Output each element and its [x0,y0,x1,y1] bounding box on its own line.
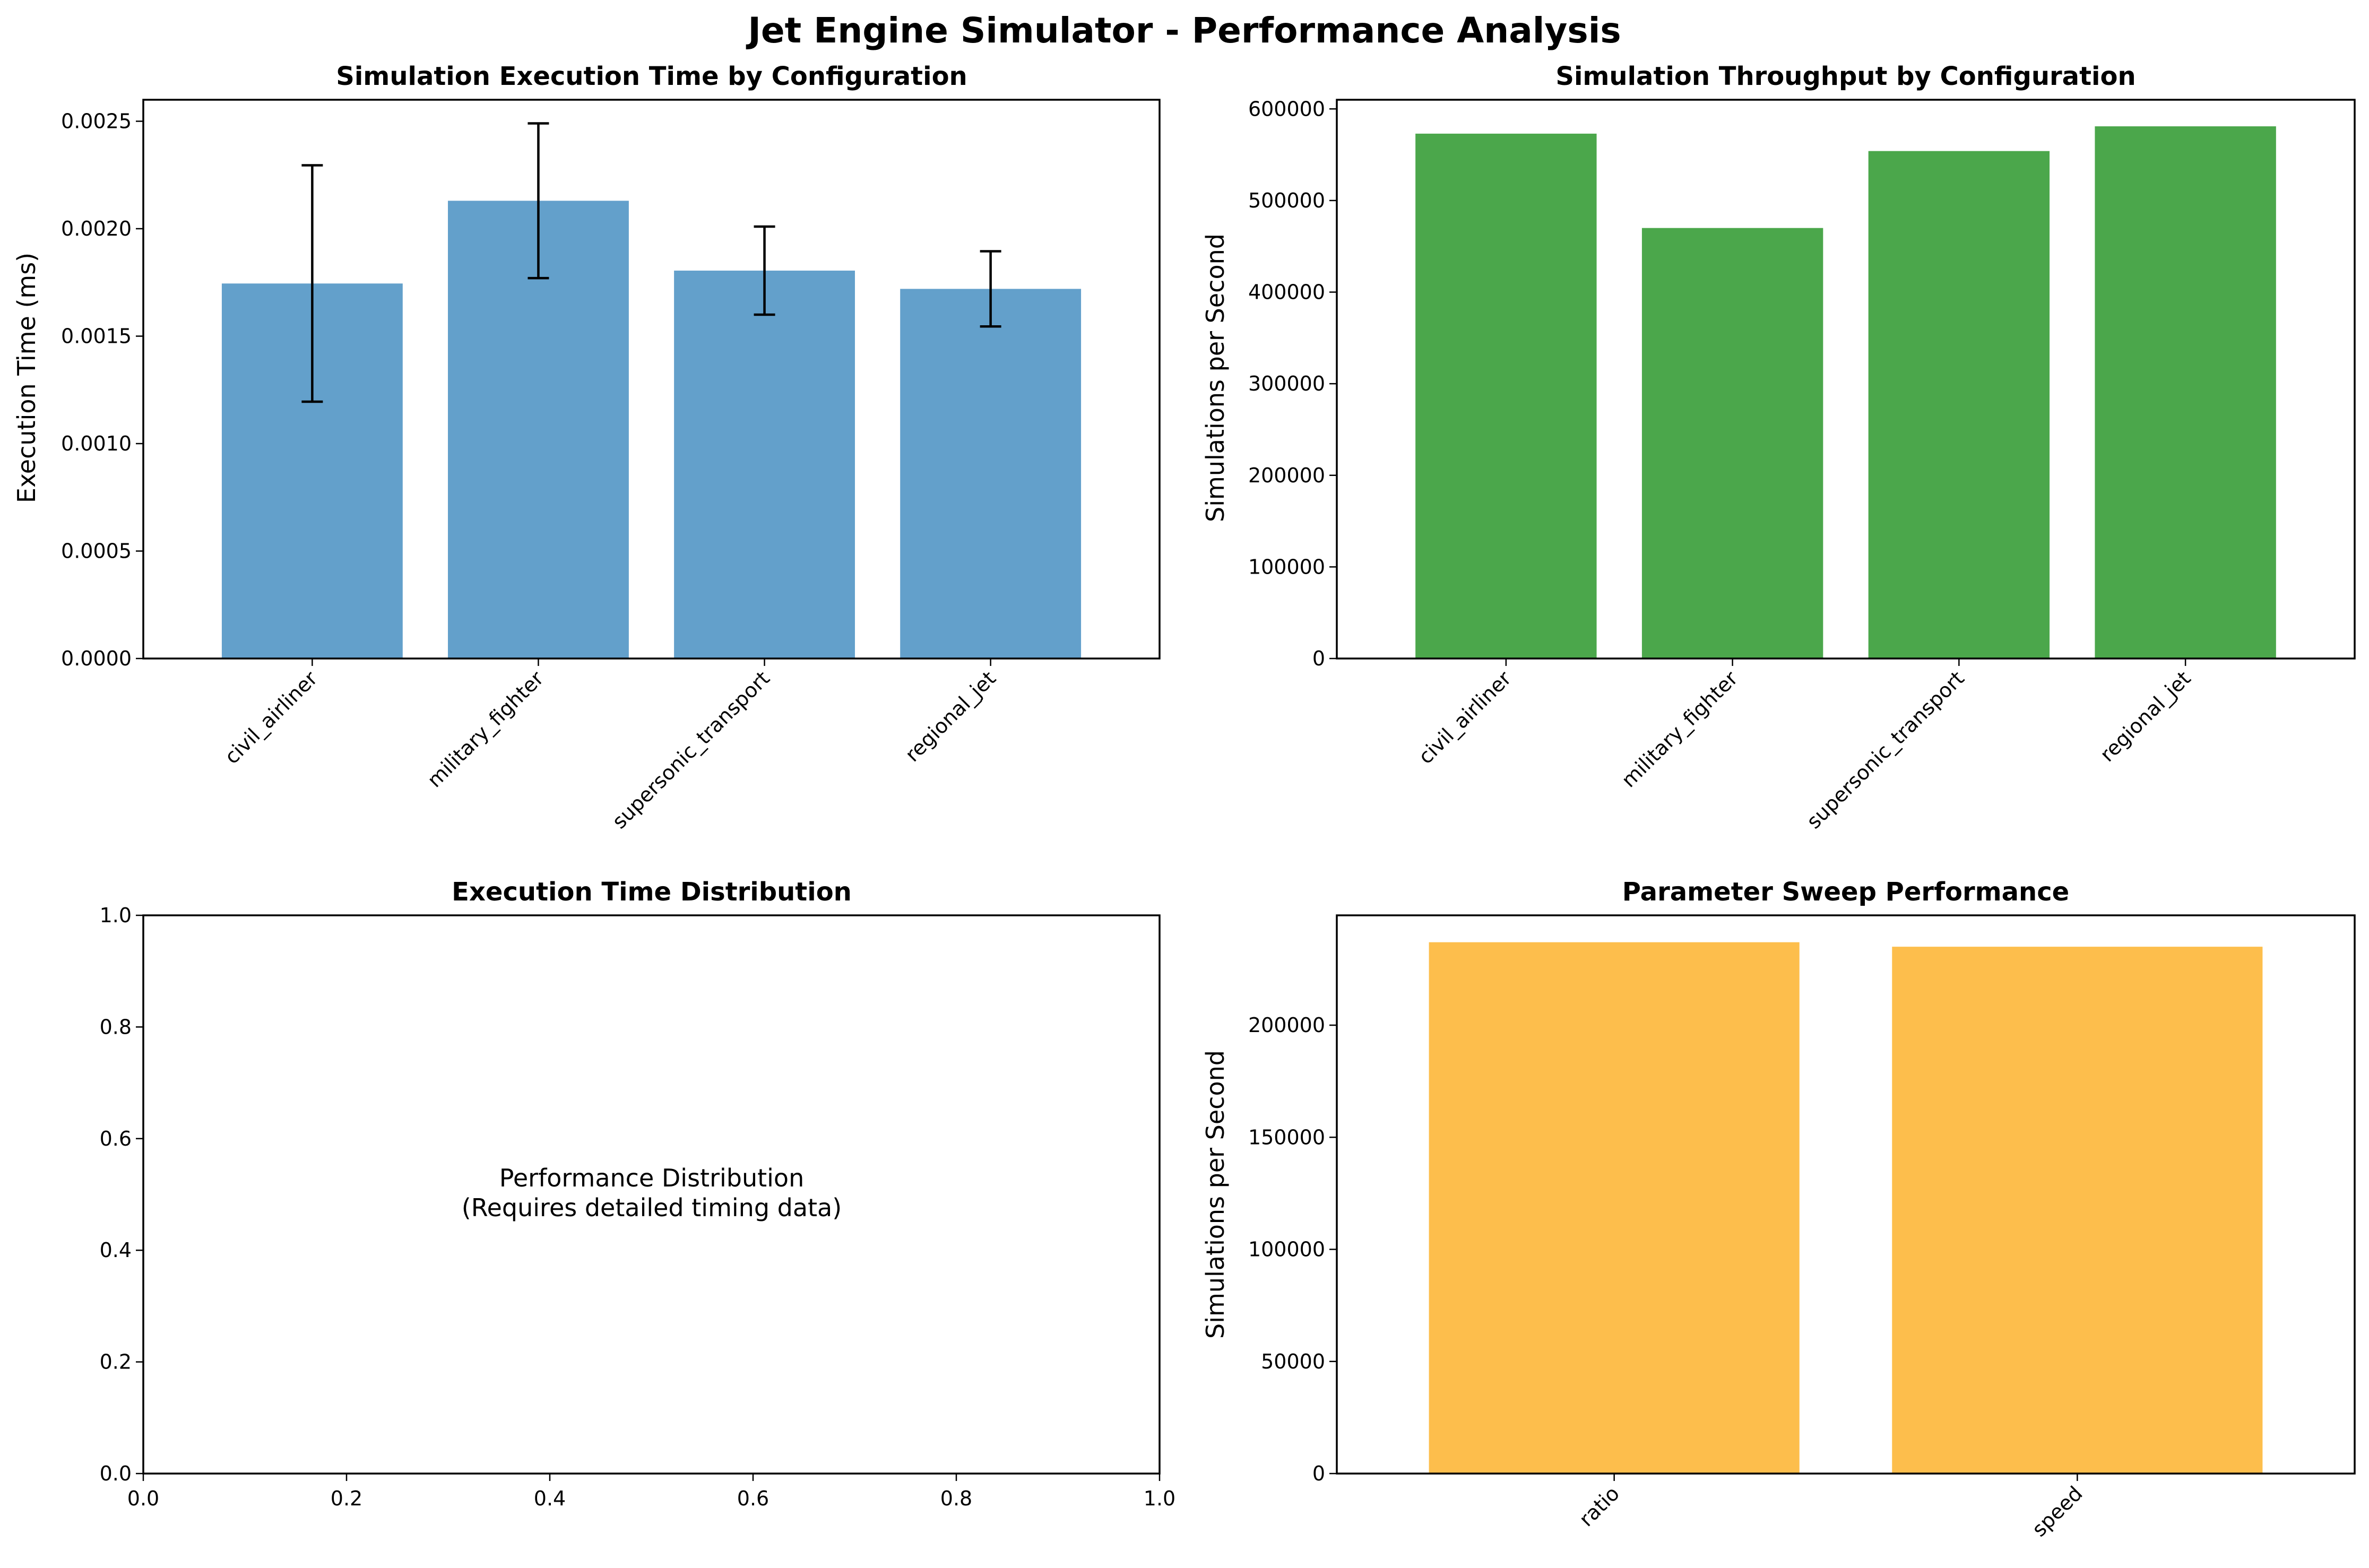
y-tick-label: 200000 [1248,464,1325,487]
error-bar-marks [301,122,1001,403]
y-axis-ticks: 0 100000 200000 300000 400000 500000 600000 [1248,97,1337,670]
y-tick-label: 0.0010 [61,432,132,455]
y-tick-label: 200000 [1248,1013,1325,1037]
bar-regional_jet [900,289,1082,659]
y-tick-label: 0 [1312,647,1325,670]
x-tick-label: 1.0 [1144,1487,1175,1510]
annotation-line-2: (Requires detailed timing data) [462,1193,842,1222]
plot-frame [1336,914,2356,1475]
bar-speed [1892,947,2263,1474]
y-tick-label: 0.0015 [61,325,132,348]
y-tick-label: 600000 [1248,97,1325,120]
bar-ratio [1429,942,1800,1474]
plot-frame [142,914,1161,1475]
x-tick-label: 0.4 [534,1487,566,1510]
x-axis-ticks: 0.0 0.2 0.4 0.6 0.8 1.0 [127,1474,1175,1510]
y-tick-label: 0.2 [100,1350,132,1374]
y-tick-label: 100000 [1248,555,1325,578]
y-tick-label: 400000 [1248,281,1325,304]
y-tick-label: 0.6 [100,1127,132,1150]
panel-title: Simulation Execution Time by Configurati… [336,62,967,91]
panel-title: Simulation Throughput by Configuration [1555,62,2135,91]
y-axis-ticks: 0 50000 100000 150000 200000 [1248,1013,1337,1485]
y-tick-label: 0.0000 [61,647,132,670]
y-axis-label: Simulations per Second [1201,1050,1230,1339]
plot-frame [142,99,1161,660]
x-tick-label: 0.2 [331,1487,362,1510]
y-axis-label: Execution Time (ms) [12,253,41,503]
y-tick-label: 500000 [1248,189,1325,212]
bar-regional_jet [2095,126,2276,659]
y-tick-label: 0.4 [100,1238,132,1262]
figure-title: Jet Engine Simulator - Performance Analy… [746,10,1621,51]
y-tick-label: 0.0005 [61,540,132,563]
y-tick-label: 0.0025 [61,110,132,133]
bar-supersonic_transport [1868,151,2050,659]
y-tick-label: 1.0 [100,904,132,927]
panel-distribution: Execution Time Distribution Performance … [100,877,1176,1510]
plot-frame [1336,99,2356,660]
bar-marks [1429,942,2263,1474]
y-tick-label: 300000 [1248,372,1325,395]
y-axis-label: Simulations per Second [1201,233,1230,522]
panel-title: Parameter Sweep Performance [1622,877,2069,907]
bar-marks [1415,126,2276,659]
annotation-line-1: Performance Distribution [499,1164,804,1192]
y-axis-ticks: 0.0 0.2 0.4 0.6 0.8 1.0 [100,904,143,1485]
panel-execution-time: Simulation Execution Time by Configurati… [12,62,1161,833]
y-tick-label: 0.0 [100,1462,132,1485]
bar-supersonic_transport [674,270,855,659]
x-tick-label: 0.0 [127,1487,159,1510]
bar-military_fighter [1641,228,1823,659]
y-axis-ticks: 0.0000 0.0005 0.0010 0.0015 0.0020 0.0025 [61,110,143,670]
y-tick-label: 0.0020 [61,217,132,240]
y-tick-label: 50000 [1261,1350,1325,1373]
y-tick-label: 0.8 [100,1015,132,1038]
y-tick-label: 150000 [1248,1125,1325,1149]
x-tick-label: 0.6 [737,1487,769,1510]
x-tick-label: 0.8 [940,1487,972,1510]
y-tick-label: 0 [1312,1462,1325,1485]
panel-title: Execution Time Distribution [452,877,852,907]
panel-parameter-sweep: Parameter Sweep Performance Simulations … [1201,877,2356,1541]
bar-civil_airliner [1415,133,1597,659]
y-tick-label: 100000 [1248,1238,1325,1261]
